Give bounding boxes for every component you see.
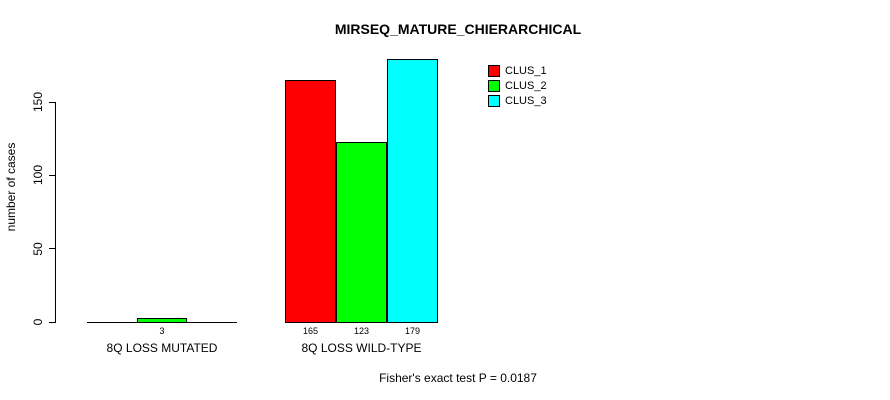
legend-item-clus_2: CLUS_2	[488, 78, 547, 93]
y-tick-label: 100	[31, 165, 45, 186]
legend-label: CLUS_1	[505, 64, 547, 77]
legend-swatch-clus_1	[488, 64, 500, 77]
legend: CLUS_1 CLUS_2 CLUS_3	[488, 63, 547, 108]
bar-clus_2	[137, 318, 187, 323]
bar-clus_3	[387, 59, 438, 323]
y-tick	[49, 174, 56, 176]
chart-title: MIRSEQ_MATURE_CHIERARCHICAL	[334, 21, 582, 37]
y-tick	[49, 321, 56, 323]
bar-value-label: 179	[404, 326, 421, 336]
y-tick-label: 150	[31, 91, 45, 113]
bar-value-label: 3	[159, 326, 165, 336]
legend-item-clus_1: CLUS_1	[488, 63, 547, 78]
y-tick	[49, 248, 56, 250]
bar-clus_2	[336, 142, 387, 323]
x-category-label: 8Q LOSS WILD-TYPE	[301, 341, 422, 355]
y-axis-line	[55, 102, 56, 323]
legend-item-clus_3: CLUS_3	[488, 93, 547, 108]
legend-swatch-clus_2	[488, 79, 500, 92]
bar-clus_1	[285, 80, 336, 323]
y-tick-label: 0	[31, 318, 45, 326]
bar-value-label: 165	[302, 326, 319, 336]
y-tick-label: 50	[31, 241, 45, 256]
fisher-test-annotation: Fisher's exact test P = 0.0187	[379, 371, 537, 385]
x-category-label: 8Q LOSS MUTATED	[106, 341, 218, 355]
legend-label: CLUS_3	[505, 94, 547, 107]
legend-swatch-clus_3	[488, 94, 500, 107]
y-axis-label: number of cases	[4, 142, 18, 232]
y-tick	[49, 101, 56, 103]
bar-value-label: 123	[353, 326, 370, 336]
legend-label: CLUS_2	[505, 79, 547, 92]
